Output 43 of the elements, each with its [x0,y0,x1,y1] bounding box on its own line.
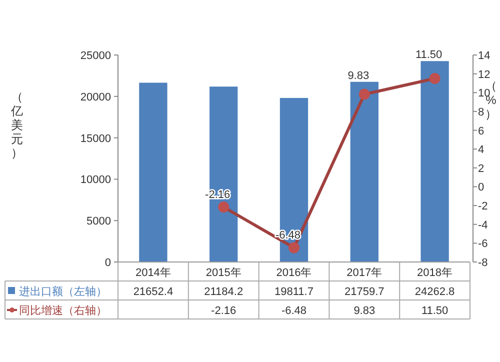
y2-tick-label: 6 [478,125,484,138]
x-tick-label: 2018年 [417,267,453,279]
bar [350,82,378,262]
y2-tick-label: 12 [478,68,490,81]
y-tick-label: 20000 [80,91,111,104]
y2-tick-label: -8 [478,257,488,269]
y2-tick-label: 4 [478,144,484,156]
point [429,73,440,84]
data-label: 21652.4 [133,286,174,298]
data-label: 21759.7 [344,286,384,298]
y-tick-label: 10000 [80,174,111,186]
data-label: -6.48 [281,305,307,317]
y2-tick-label: 14 [478,50,490,62]
legend-label: 同比增速（右轴） [19,304,107,317]
bar [420,61,449,262]
point [218,202,230,213]
y-tick-label: 0 [104,257,111,269]
y2-tick-label: 2 [478,162,484,175]
data-label: 21184.2 [204,286,244,298]
y2-tick-label: -4 [478,219,488,232]
data-label: 19811.7 [274,286,314,298]
x-tick-label: 2017年 [346,267,382,279]
legend-label: 进出口额（左轴） [19,285,107,298]
y-tick-label: 15000 [80,132,111,145]
point [358,88,370,100]
y2-tick-label: -2 [478,200,488,213]
x-tick-label: 2014年 [135,267,171,279]
data-label: 24262.8 [414,286,455,298]
point [288,242,300,254]
y-axis-title: （亿美元） [10,90,23,160]
y2-tick-label: 8 [478,106,484,118]
y2-tick-label: -6 [478,238,488,250]
bar [139,82,168,262]
text: 9.83 [348,70,370,82]
x-tick-label: 2016年 [276,267,312,279]
x-tick-label: 2015年 [206,267,242,279]
data-label: 9.83 [354,305,376,317]
data-label: -2.16 [211,305,236,317]
data-label: 11.50 [421,305,448,317]
y2-tick-label: 0 [478,182,484,194]
y-tick-label: 25000 [80,50,111,62]
y-tick-label: 5000 [86,216,111,228]
text: 11.50 [415,49,442,62]
